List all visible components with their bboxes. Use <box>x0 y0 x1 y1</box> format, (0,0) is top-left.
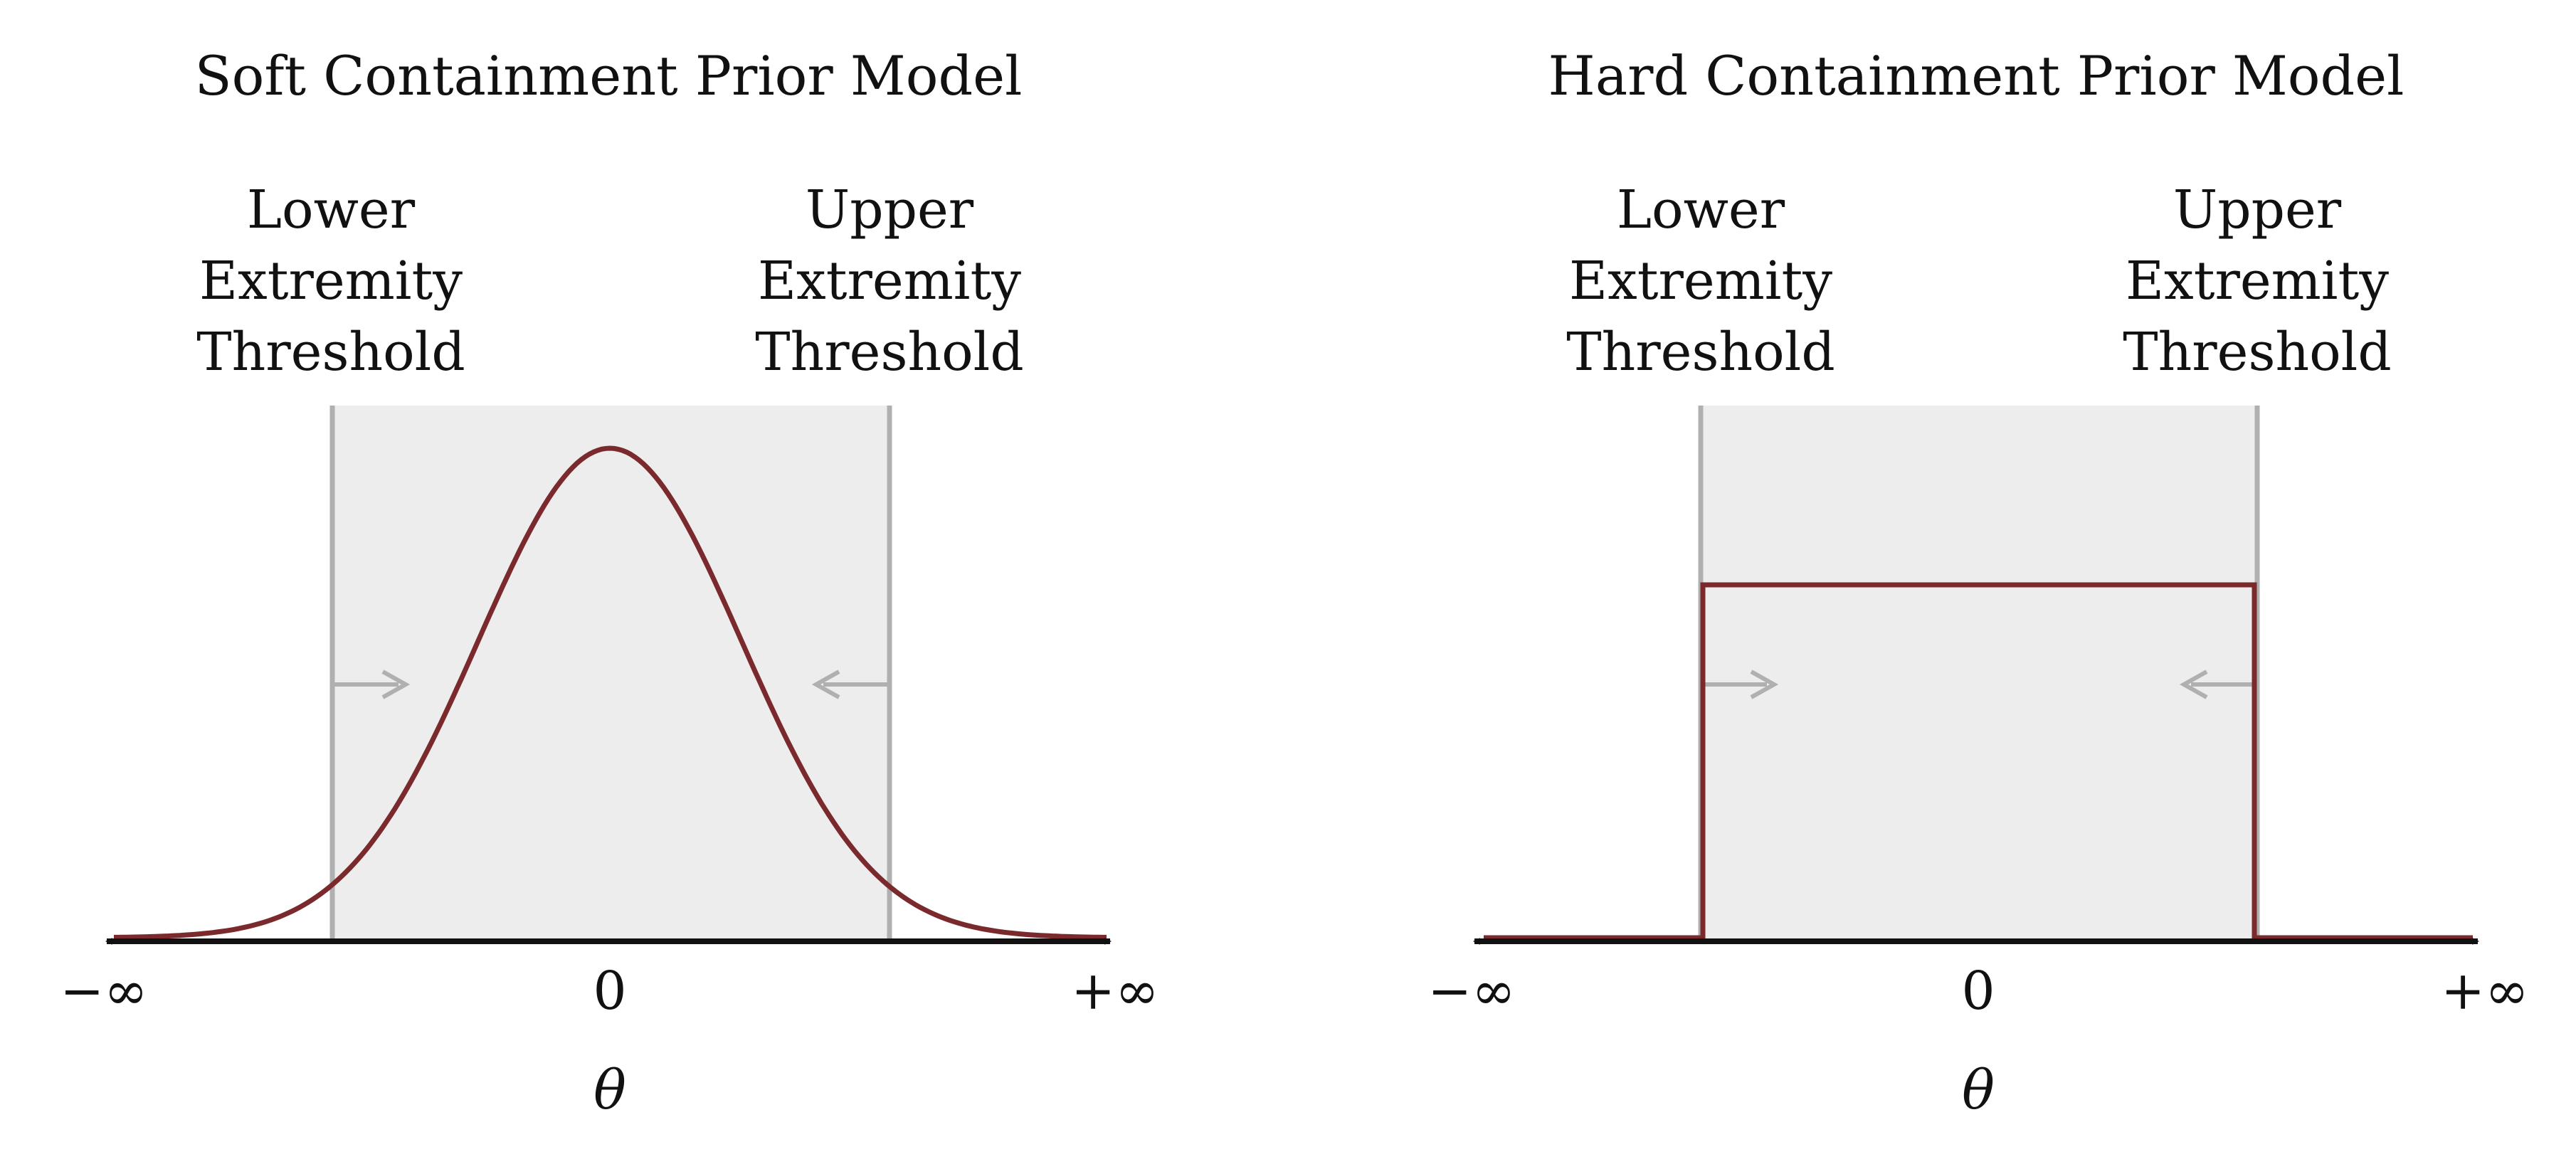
soft-upper-label-line3: Threshold <box>755 322 1023 383</box>
hard-tick-zero: 0 <box>1961 961 1995 1022</box>
soft-upper-threshold-label: Upper Extremity Threshold <box>755 179 1023 383</box>
soft-containment-band <box>332 406 890 941</box>
soft-upper-label-line2: Extremity <box>758 250 1021 312</box>
hard-containment-band <box>1701 406 2257 941</box>
hard-lower-inward-arrow <box>1701 670 1779 699</box>
hard-upper-label-line2: Extremity <box>2126 250 2389 312</box>
hard-lower-label-line1: Lower <box>1617 179 1785 240</box>
soft-tick-pos-infinity: +∞ <box>1071 961 1159 1022</box>
hard-panel: Hard Containment Prior Model Lower Extre… <box>1427 44 2529 1121</box>
soft-gaussian-curve <box>114 445 1107 940</box>
soft-lower-label-line1: Lower <box>247 179 416 240</box>
hard-lower-label-line3: Threshold <box>1566 322 1835 383</box>
soft-panel-title: Soft Containment Prior Model <box>195 44 1023 107</box>
hard-panel-title: Hard Containment Prior Model <box>1548 44 2405 107</box>
hard-upper-label-line3: Threshold <box>2123 322 2391 383</box>
soft-tick-zero: 0 <box>593 961 626 1022</box>
soft-lower-label-line2: Extremity <box>199 250 463 312</box>
soft-lower-inward-arrow <box>332 670 411 699</box>
hard-lower-label-line2: Extremity <box>1569 250 1832 312</box>
soft-tick-neg-infinity: −∞ <box>60 961 148 1022</box>
hard-tick-neg-infinity: −∞ <box>1427 961 1516 1022</box>
soft-lower-threshold-label: Lower Extremity Threshold <box>196 179 465 383</box>
hard-lower-threshold-label: Lower Extremity Threshold <box>1566 179 1835 383</box>
hard-upper-inward-arrow <box>2179 670 2257 699</box>
soft-upper-inward-arrow <box>811 670 890 699</box>
soft-axis-theta-label: θ <box>593 1058 626 1121</box>
soft-upper-label-line1: Upper <box>806 179 974 240</box>
hard-axis-theta-label: θ <box>1962 1058 1995 1121</box>
soft-lower-label-line3: Threshold <box>196 322 465 383</box>
hard-upper-threshold-label: Upper Extremity Threshold <box>2123 179 2391 383</box>
hard-tick-pos-infinity: +∞ <box>2441 961 2529 1022</box>
hard-upper-label-line1: Upper <box>2173 179 2342 240</box>
soft-panel: Soft Containment Prior Model Lower Extre… <box>60 44 1159 1121</box>
